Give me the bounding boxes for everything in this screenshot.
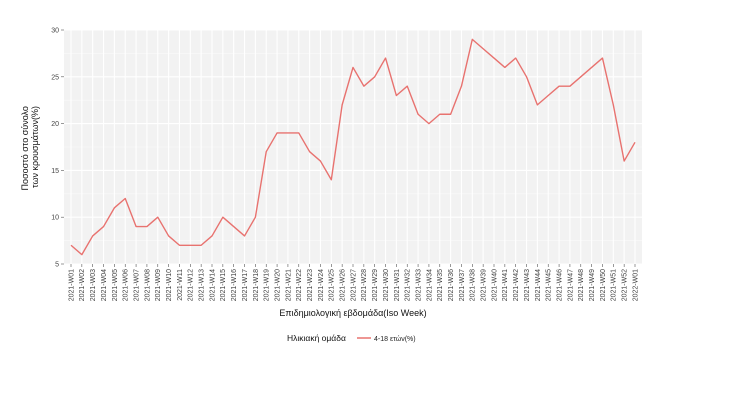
series-layer	[70, 38, 636, 256]
x-tick-label: 2021-W25	[329, 269, 336, 301]
x-tick-label: 2021-W29	[372, 269, 379, 301]
x-tick-label: 2021-W17	[242, 269, 249, 301]
x-tick-label: 2021-W02	[79, 269, 86, 301]
x-tick-label: 2021-W23	[307, 269, 314, 301]
x-tick-label: 2021-W19	[264, 269, 271, 301]
x-tick-label: 2021-W01	[68, 269, 75, 301]
x-tick-label: 2021-W43	[524, 269, 531, 301]
x-tick-label: 2021-W36	[448, 269, 455, 301]
x-tick-label: 2021-W16	[231, 269, 238, 301]
grid-lines	[64, 29, 642, 265]
legend-title: Ηλικιακή ομάδα	[287, 333, 346, 343]
x-tick-label: 2021-W06	[123, 269, 130, 301]
x-tick-label: 2021-W28	[361, 269, 368, 301]
x-tick-label: 2021-W15	[220, 269, 227, 301]
x-tick-label: 2021-W22	[296, 269, 303, 301]
x-tick-label: 2021-W12	[188, 269, 195, 301]
x-tick-label: 2021-W33	[415, 269, 422, 301]
x-tick-label: 2021-W11	[177, 269, 184, 301]
x-tick-label: 2021-W37	[459, 269, 466, 301]
x-tick-label: 2021-W32	[405, 269, 412, 301]
x-tick-label: 2021-W50	[600, 269, 607, 301]
x-tick-label: 2021-W48	[578, 269, 585, 301]
series-line	[70, 38, 636, 256]
y-axis-title-line-2: των κρουσμάτων(%)	[30, 106, 40, 188]
x-tick-label: 2021-W03	[90, 269, 97, 301]
y-tick-label: 25	[51, 74, 59, 81]
x-tick-label: 2022-W01	[632, 269, 639, 301]
x-tick-label: 2021-W08	[144, 269, 151, 301]
x-tick-label: 2021-W14	[209, 269, 216, 301]
legend: Ηλικιακή ομάδα 4-18 ετών(%)	[287, 333, 416, 343]
x-tick-label: 2021-W42	[513, 269, 520, 301]
x-tick-label: 2021-W39	[481, 269, 488, 301]
x-tick-label: 2021-W27	[350, 269, 357, 301]
x-tick-label: 2021-W38	[470, 269, 477, 301]
x-tick-label: 2021-W40	[491, 269, 498, 301]
x-tick-label: 2021-W13	[199, 269, 206, 301]
x-axis-ticks: 2021-W01 2021-W02 2021-W03 2021-W04 2021-W05…	[68, 264, 639, 301]
x-tick-label: 2021-W34	[426, 269, 433, 301]
x-tick-label: 2021-W20	[274, 269, 281, 301]
x-tick-label: 2021-W44	[535, 269, 542, 301]
x-tick-label: 2021-W24	[318, 269, 325, 301]
x-tick-label: 2021-W18	[253, 269, 260, 301]
y-tick-label: 15	[51, 168, 59, 175]
y-axis-ticks: 5 10 15 20 25 30	[51, 28, 64, 269]
x-tick-label: 2021-W04	[101, 269, 108, 301]
x-tick-label: 2021-W45	[546, 269, 553, 301]
y-tick-label: 10	[51, 215, 59, 222]
x-tick-label: 2021-W51	[611, 269, 618, 301]
y-tick-label: 20	[51, 121, 59, 128]
legend-label: 4-18 ετών(%)	[374, 335, 416, 343]
x-tick-label: 2021-W49	[589, 269, 596, 301]
x-tick-label: 2021-W46	[556, 269, 563, 301]
y-axis-title-line-1: Ποσοστό στο σύνολο	[20, 106, 30, 190]
x-axis-title: Επιδημιολογική εβδομάδα(Iso Week)	[279, 308, 426, 318]
x-tick-label: 2021-W05	[112, 269, 119, 301]
x-tick-label: 2021-W52	[622, 269, 629, 301]
x-tick-label: 2021-W26	[340, 269, 347, 301]
x-tick-label: 2021-W07	[133, 269, 140, 301]
y-tick-label: 30	[51, 28, 59, 35]
y-tick-label: 5	[55, 262, 59, 269]
x-tick-label: 2021-W35	[437, 269, 444, 301]
x-tick-label: 2021-W31	[394, 269, 401, 301]
x-tick-label: 2021-W30	[383, 269, 390, 301]
x-tick-label: 2021-W41	[502, 269, 509, 301]
x-tick-label: 2021-W21	[285, 269, 292, 301]
x-tick-label: 2021-W09	[155, 269, 162, 301]
x-tick-label: 2021-W47	[567, 269, 574, 301]
x-tick-label: 2021-W10	[166, 269, 173, 301]
y-axis-title: Ποσοστό στο σύνολο των κρουσμάτων(%)	[20, 104, 40, 191]
